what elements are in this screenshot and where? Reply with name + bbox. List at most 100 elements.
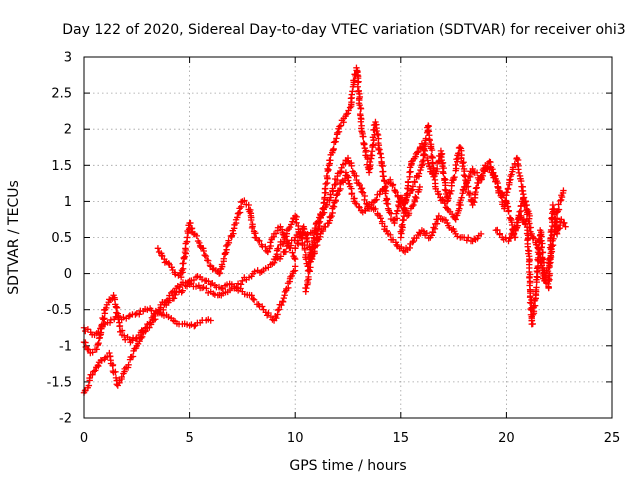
data-point (393, 241, 400, 248)
data-point (203, 285, 210, 292)
data-point (154, 245, 162, 252)
data-point (138, 327, 145, 334)
data-point (209, 266, 216, 273)
data-point (292, 263, 299, 270)
data-point (382, 190, 389, 197)
data-point (391, 187, 399, 194)
data-point (304, 230, 311, 238)
series-track-9 (492, 201, 569, 328)
data-point (356, 101, 363, 109)
data-point (351, 77, 358, 84)
data-point (479, 172, 487, 180)
data-point (461, 183, 469, 190)
data-point (94, 341, 102, 348)
data-point (327, 157, 334, 164)
data-point (336, 123, 343, 130)
data-point (273, 314, 280, 322)
data-point (249, 295, 257, 303)
plot-frame (83, 56, 613, 419)
data-point (141, 325, 149, 332)
data-point (354, 83, 361, 90)
data-point (132, 335, 140, 343)
data-point (292, 216, 300, 223)
data-point (191, 322, 198, 330)
data-point (86, 374, 93, 382)
data-point (326, 197, 333, 204)
data-point (307, 258, 314, 265)
data-point (469, 197, 477, 205)
data-point (85, 346, 92, 353)
data-point (289, 249, 296, 256)
data-point (221, 250, 229, 257)
data-point (138, 333, 146, 340)
data-point (363, 200, 370, 207)
data-point (97, 329, 105, 336)
data-point (417, 144, 424, 151)
data-point (430, 224, 437, 231)
data-point (425, 128, 432, 135)
data-point (506, 176, 513, 184)
data-point (357, 105, 365, 112)
data-point (416, 230, 424, 237)
data-point (409, 239, 416, 246)
data-point (538, 244, 545, 251)
data-point (531, 296, 539, 304)
data-point (394, 207, 401, 214)
data-point (477, 230, 485, 238)
data-point (118, 373, 125, 381)
y-tick-label: 2 (64, 123, 72, 138)
data-point (453, 156, 460, 163)
data-point (516, 208, 523, 215)
data-point (379, 162, 386, 170)
data-point (237, 198, 245, 206)
data-point (247, 216, 255, 224)
data-point (289, 218, 296, 225)
data-point (366, 158, 374, 166)
data-point (323, 172, 330, 180)
y-tick-label: 0 (64, 267, 72, 282)
data-point (280, 294, 287, 302)
data-point (125, 313, 133, 320)
data-point (442, 216, 450, 224)
data-point (463, 237, 471, 244)
data-point (530, 235, 538, 242)
data-point (507, 234, 514, 241)
data-point (460, 159, 467, 166)
data-point (294, 237, 302, 244)
data-point (398, 243, 405, 251)
data-point (287, 273, 294, 281)
data-point (319, 227, 327, 235)
data-point (360, 133, 367, 140)
data-point (503, 200, 511, 207)
data-point (408, 187, 415, 194)
data-point (557, 197, 564, 204)
data-point (478, 176, 485, 183)
data-point (292, 255, 299, 263)
data-point (279, 298, 287, 306)
data-point (168, 289, 175, 297)
data-point (348, 190, 356, 197)
data-point (249, 223, 256, 230)
data-point (527, 292, 534, 300)
data-point (387, 231, 394, 239)
data-point (305, 273, 312, 281)
data-point (538, 237, 545, 244)
data-point (218, 284, 225, 292)
data-point (115, 315, 122, 323)
x-tick-label: 5 (185, 431, 193, 446)
chart-title: Day 122 of 2020, Sidereal Day-to-day VTE… (62, 22, 625, 38)
data-point (84, 326, 92, 333)
data-point (421, 145, 428, 152)
data-point (465, 172, 473, 180)
data-point (332, 196, 339, 204)
data-point (408, 203, 416, 210)
data-point (259, 303, 266, 310)
y-axis-title: SDTVAR / TECUs (6, 180, 22, 295)
data-point (200, 247, 207, 255)
data-point (371, 197, 379, 204)
y-tick-label: 0.5 (51, 231, 72, 246)
data-point (423, 229, 430, 237)
data-point (327, 191, 334, 198)
data-point (300, 225, 308, 233)
